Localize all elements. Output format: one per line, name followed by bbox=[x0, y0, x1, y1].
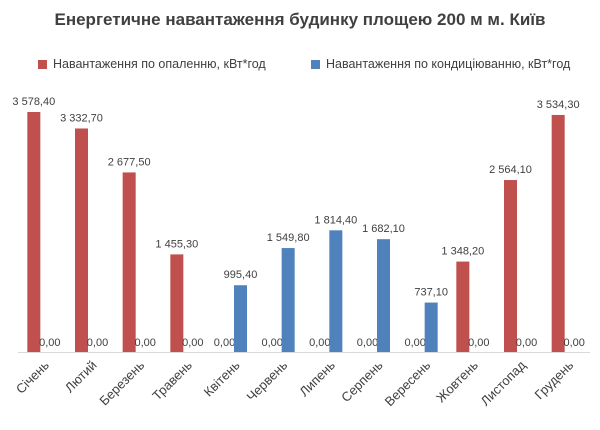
data-label-heating-11: 2 564,10 bbox=[489, 164, 532, 176]
x-tick-label-2: Лютий bbox=[62, 358, 100, 396]
data-label-heating-6: 0,00 bbox=[261, 337, 282, 349]
x-tick-label-5: Квітень bbox=[201, 357, 243, 399]
x-tick-label-3: Березень bbox=[96, 357, 147, 408]
x-tick-label-8: Серпень bbox=[338, 357, 386, 405]
bar-cooling-6 bbox=[282, 248, 295, 352]
bar-cooling-9 bbox=[425, 303, 438, 352]
data-label-heating-3: 2 677,50 bbox=[108, 156, 151, 168]
bar-heating-11 bbox=[504, 180, 517, 352]
x-tick-label-1: Січень bbox=[13, 357, 52, 396]
data-label-cooling-7: 1 814,40 bbox=[314, 214, 357, 226]
data-label-heating-12: 3 534,30 bbox=[537, 99, 580, 111]
data-label-heating-9: 0,00 bbox=[404, 337, 425, 349]
data-label-cooling-2: 0,00 bbox=[87, 337, 108, 349]
data-label-cooling-12: 0,00 bbox=[563, 337, 584, 349]
data-label-heating-2: 3 332,70 bbox=[60, 112, 103, 124]
x-tick-label-12: Грудень bbox=[532, 357, 577, 402]
data-label-heating-7: 0,00 bbox=[309, 337, 330, 349]
data-label-cooling-9: 737,10 bbox=[414, 287, 448, 299]
data-label-heating-4: 1 455,30 bbox=[155, 238, 198, 250]
x-tick-label-11: Листопад bbox=[478, 357, 529, 408]
bar-cooling-8 bbox=[377, 239, 390, 352]
x-tick-label-10: Жовтень bbox=[433, 357, 481, 405]
bar-cooling-5 bbox=[234, 285, 247, 352]
data-label-cooling-5: 995,40 bbox=[224, 269, 258, 281]
x-tick-label-9: Вересень bbox=[382, 357, 434, 409]
bar-heating-12 bbox=[552, 115, 565, 352]
data-label-heating-5: 0,00 bbox=[214, 337, 235, 349]
x-tick-label-6: Червень bbox=[244, 357, 291, 404]
data-label-heating-10: 1 348,20 bbox=[441, 246, 484, 258]
bar-cooling-7 bbox=[329, 230, 342, 352]
bar-heating-3 bbox=[123, 172, 136, 352]
bar-heating-1 bbox=[27, 112, 40, 352]
data-label-cooling-10: 0,00 bbox=[468, 337, 489, 349]
data-label-cooling-8: 1 682,10 bbox=[362, 223, 405, 235]
data-label-cooling-3: 0,00 bbox=[134, 337, 155, 349]
data-label-cooling-1: 0,00 bbox=[39, 337, 60, 349]
x-tick-label-4: Травень bbox=[149, 357, 195, 403]
data-label-cooling-11: 0,00 bbox=[516, 337, 537, 349]
bar-heating-2 bbox=[75, 128, 88, 352]
data-label-heating-8: 0,00 bbox=[357, 337, 378, 349]
x-tick-label-7: Липень bbox=[296, 357, 338, 399]
data-label-cooling-6: 1 549,80 bbox=[267, 232, 310, 244]
data-label-heating-1: 3 578,40 bbox=[12, 96, 55, 108]
data-label-cooling-4: 0,00 bbox=[182, 337, 203, 349]
